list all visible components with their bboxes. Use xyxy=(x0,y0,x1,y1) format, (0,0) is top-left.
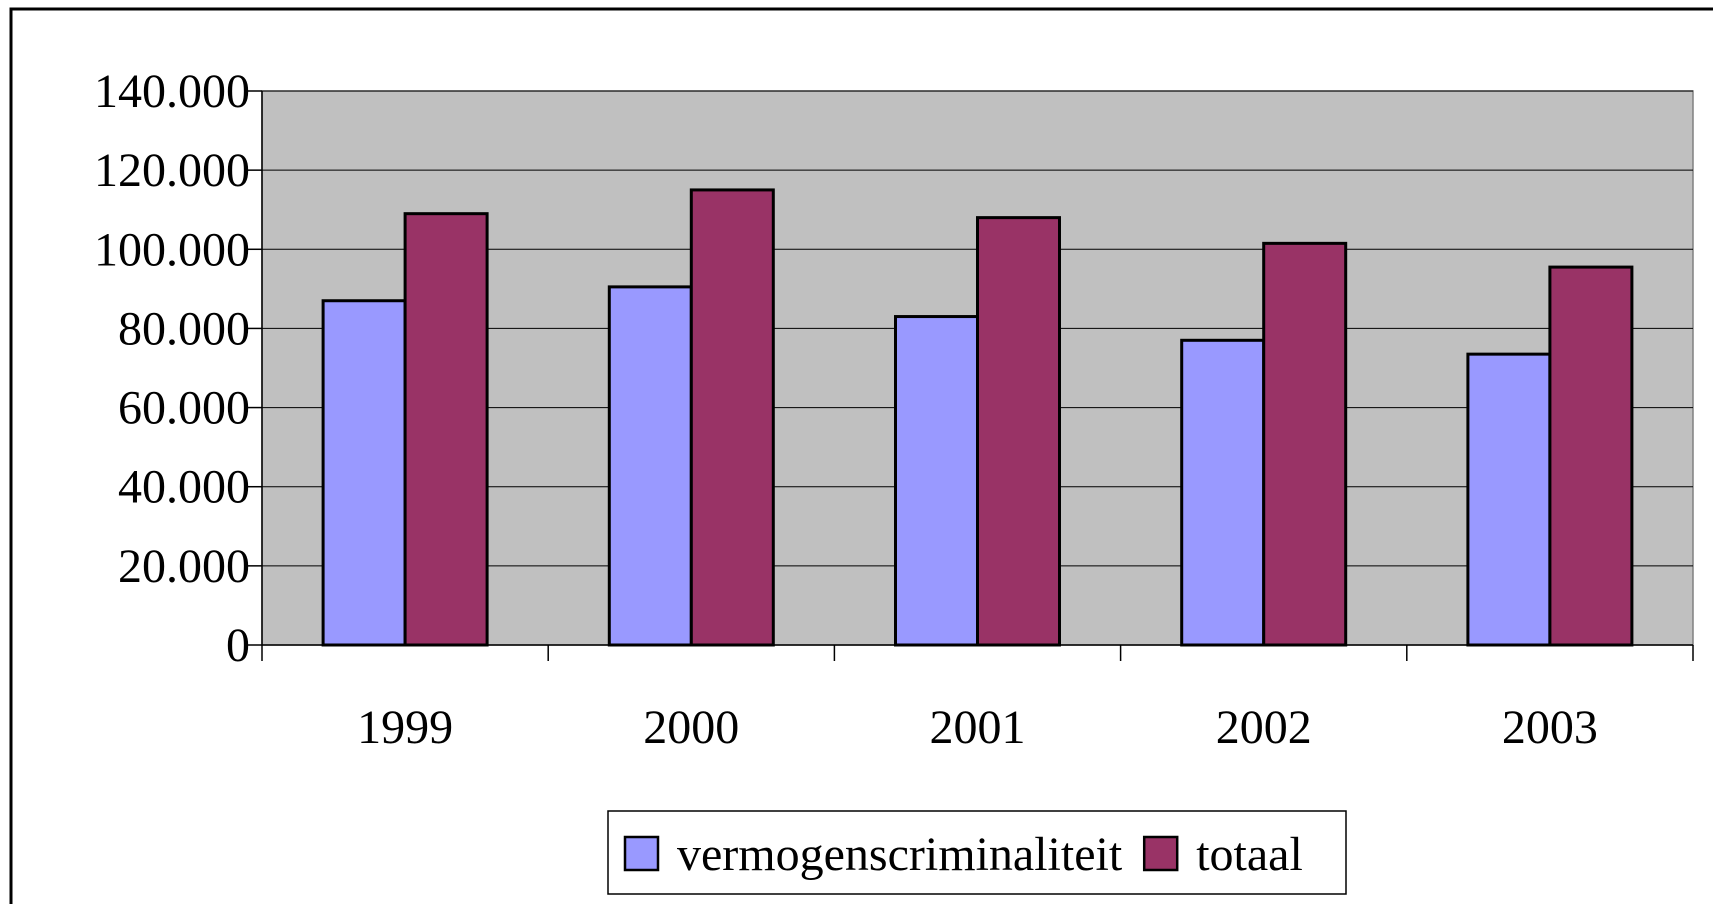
legend-label: vermogenscriminaliteit xyxy=(677,828,1123,881)
legend: vermogenscriminaliteit totaal xyxy=(607,810,1347,895)
x-tick-label: 2000 xyxy=(643,701,739,754)
x-tick-label: 2002 xyxy=(1216,701,1312,754)
bar xyxy=(403,212,489,647)
bar xyxy=(1262,241,1348,647)
bar xyxy=(1180,338,1266,647)
y-tick-label: 100.000 xyxy=(94,223,250,276)
y-tick-label: 80.000 xyxy=(118,302,250,355)
x-tick-label: 2001 xyxy=(930,701,1026,754)
y-tick-label: 60.000 xyxy=(118,382,250,435)
bar xyxy=(1548,265,1634,647)
legend-swatch xyxy=(623,835,660,872)
legend-swatch xyxy=(1142,835,1179,872)
y-tick-label: 20.000 xyxy=(118,540,250,593)
bar xyxy=(894,315,979,647)
legend-box xyxy=(607,810,1347,895)
legend-label: totaal xyxy=(1196,828,1303,881)
y-tick-label: 120.000 xyxy=(94,144,250,197)
bar xyxy=(689,188,775,647)
x-tick-label: 1999 xyxy=(357,701,453,754)
y-tick-label: 40.000 xyxy=(118,461,250,514)
bar xyxy=(1466,352,1552,647)
bar xyxy=(321,299,407,647)
bar xyxy=(607,285,693,647)
x-tick-label: 2003 xyxy=(1502,701,1598,754)
bar xyxy=(976,216,1061,647)
y-tick-label: 140.000 xyxy=(94,65,250,118)
y-tick-label: 0 xyxy=(226,619,250,672)
